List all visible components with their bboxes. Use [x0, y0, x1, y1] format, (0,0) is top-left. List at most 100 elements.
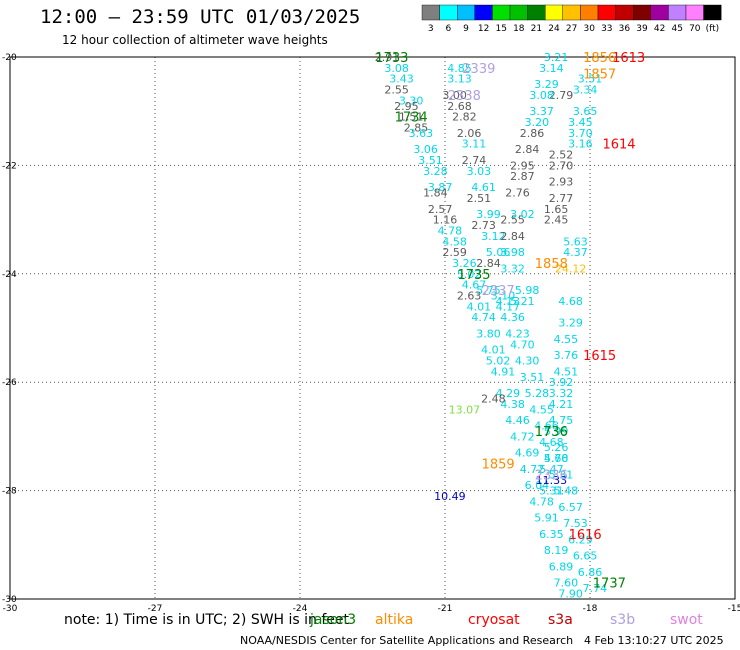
data-point-altika: 3.16 [568, 138, 593, 151]
data-point-jason3: 3.30 [399, 94, 424, 107]
x-axis-ticks: -30 -27 -24 -21 -18 -15 [3, 604, 740, 614]
data-point-jason3: 7.60 [554, 577, 579, 590]
data-point-s3b: 4.17 [496, 300, 521, 313]
y-tick-label: -22 [2, 161, 17, 171]
data-point-s3a: 2.85 [404, 121, 429, 134]
data-point-s3b: 7.74 [583, 582, 608, 595]
track-time-label: 1616 [569, 528, 602, 543]
data-point-altika: 5.47 [539, 463, 564, 476]
x-tick-label: -21 [438, 604, 453, 614]
data-point-s3a: 1.51 [399, 111, 424, 124]
mission-cryosat: cryosat [468, 612, 520, 628]
data-point-jason3: 3.26 [452, 257, 477, 270]
data-point-s3b: 4.61 [471, 181, 496, 194]
data-point-jason3: 5.91 [534, 512, 559, 525]
chart-subtitle: 12 hour collection of altimeter wave hei… [62, 33, 328, 47]
data-point-s3a: 1.84 [423, 187, 448, 200]
data-point-jason3: 3.28 [423, 165, 448, 178]
data-point-jason3: 4.67 [462, 279, 487, 292]
data-point-altika: 4.70 [544, 452, 569, 465]
data-point-s3a: 2.59 [442, 246, 467, 259]
data-point-s3b: 4.68 [539, 436, 564, 449]
scale-label: 12 [478, 24, 489, 34]
data-point-s3b: 5.28 [525, 387, 550, 400]
track-time-label: 1856 [583, 51, 616, 66]
data-point-cryosat: 2.45 [544, 214, 569, 227]
data-point-cryosat: 2.52 [549, 149, 574, 162]
data-point-altika: 3.32 [500, 262, 525, 275]
data-point-highlights: 24.12 [555, 262, 587, 275]
data-point-s3b: 7.53 [563, 517, 588, 530]
scale-swatch [685, 4, 704, 21]
data-point-jason3: 4.29 [496, 387, 521, 400]
mission-jason3: jason3 [310, 612, 357, 628]
data-point-jason3: 5.02 [457, 268, 482, 281]
data-point-s3a: 2.95 [394, 100, 419, 113]
track-time-label: 1615 [583, 349, 616, 364]
scale-unit: (ft) [706, 24, 720, 34]
x-tick-label: -30 [3, 604, 18, 614]
data-point-jason3: 4.78 [438, 224, 463, 237]
data-point-altika: 4.75 [549, 414, 574, 427]
data-point-cryosat: 2.76 [505, 187, 530, 200]
plot-frame [9, 56, 736, 600]
scale-swatch [668, 4, 687, 21]
data-point-s3b: 3.51 [520, 371, 545, 384]
data-point-altika: 3.21 [544, 51, 569, 64]
data-point-altika: 3.76 [554, 349, 579, 362]
data-point-jason3: 4.38 [500, 398, 525, 411]
footer-credit: NOAA/NESDIS Center for Satellite Applica… [240, 634, 574, 647]
data-point-s3a: 2.48 [481, 392, 506, 405]
data-point-jason3: 4.78 [529, 495, 554, 508]
data-point-altika: 4.68 [558, 295, 583, 308]
data-point-altika: 3.70 [568, 127, 593, 140]
mission-swot: swot [670, 612, 703, 628]
data-point-s3b: 4.85 [447, 62, 472, 75]
track-time-label: 1613 [612, 51, 645, 66]
data-point-s3a: 2.51 [467, 192, 492, 205]
scale-label: 3 [428, 24, 434, 34]
data-point-s3b: 4.70 [510, 338, 535, 351]
data-point-altika: 3.29 [558, 317, 583, 330]
data-point-jason3: 6.04 [525, 479, 550, 492]
scale-swatch [492, 4, 511, 21]
x-tick-label: -27 [148, 604, 163, 614]
data-point-s3a: 2.82 [452, 111, 477, 124]
data-point-jason3: 3.51 [418, 154, 443, 167]
data-point-jason3: 4.74 [471, 311, 496, 324]
data-point-altika: 3.20 [525, 116, 550, 129]
data-point-jason3: 6.89 [549, 560, 574, 573]
scale-swatch [580, 4, 599, 21]
data-point-cryosat: 2.87 [510, 170, 535, 183]
scale-label: 39 [636, 24, 648, 34]
track-time-label: 1858 [535, 257, 568, 272]
data-point-cryosat: 2.95 [510, 159, 535, 172]
data-point-s3b: 4.66 [534, 420, 559, 433]
data-point-altika: 3.32 [549, 387, 574, 400]
scale-swatch [527, 4, 546, 21]
data-point-jason3: 7.90 [558, 588, 583, 601]
data-point-altika: 5.31 [539, 485, 564, 498]
data-point-s3a: 2.84 [476, 257, 501, 270]
data-point-jason3: 4.72 [510, 430, 535, 443]
data-point-s3b: 6.86 [578, 566, 603, 579]
data-point-altika: 3.37 [529, 105, 554, 118]
scale-swatch [562, 4, 581, 21]
scale-label: 18 [513, 24, 525, 34]
data-point-s3b: 5.68 [544, 452, 569, 465]
data-point-altika: 3.14 [539, 62, 564, 75]
data-point-highlights: 10.49 [434, 490, 466, 503]
data-point-s3a: 2.06 [457, 127, 482, 140]
scale-label: 33 [601, 24, 612, 34]
data-point-jason3: 3.06 [413, 143, 438, 156]
data-point-jason3: 4.69 [515, 447, 540, 460]
data-point-highlights: 13.07 [449, 403, 481, 416]
data-point-altika: 3.92 [549, 376, 574, 389]
data-point-jason3: 5.02 [486, 355, 511, 368]
data-point-altika: 5.99 [544, 425, 569, 438]
data-point-s3b: 3.03 [467, 165, 492, 178]
data-point-cryosat: 1.65 [544, 203, 569, 216]
data-point-jason3: 4.01 [467, 300, 492, 313]
track-time-label: 2336 [535, 468, 568, 483]
